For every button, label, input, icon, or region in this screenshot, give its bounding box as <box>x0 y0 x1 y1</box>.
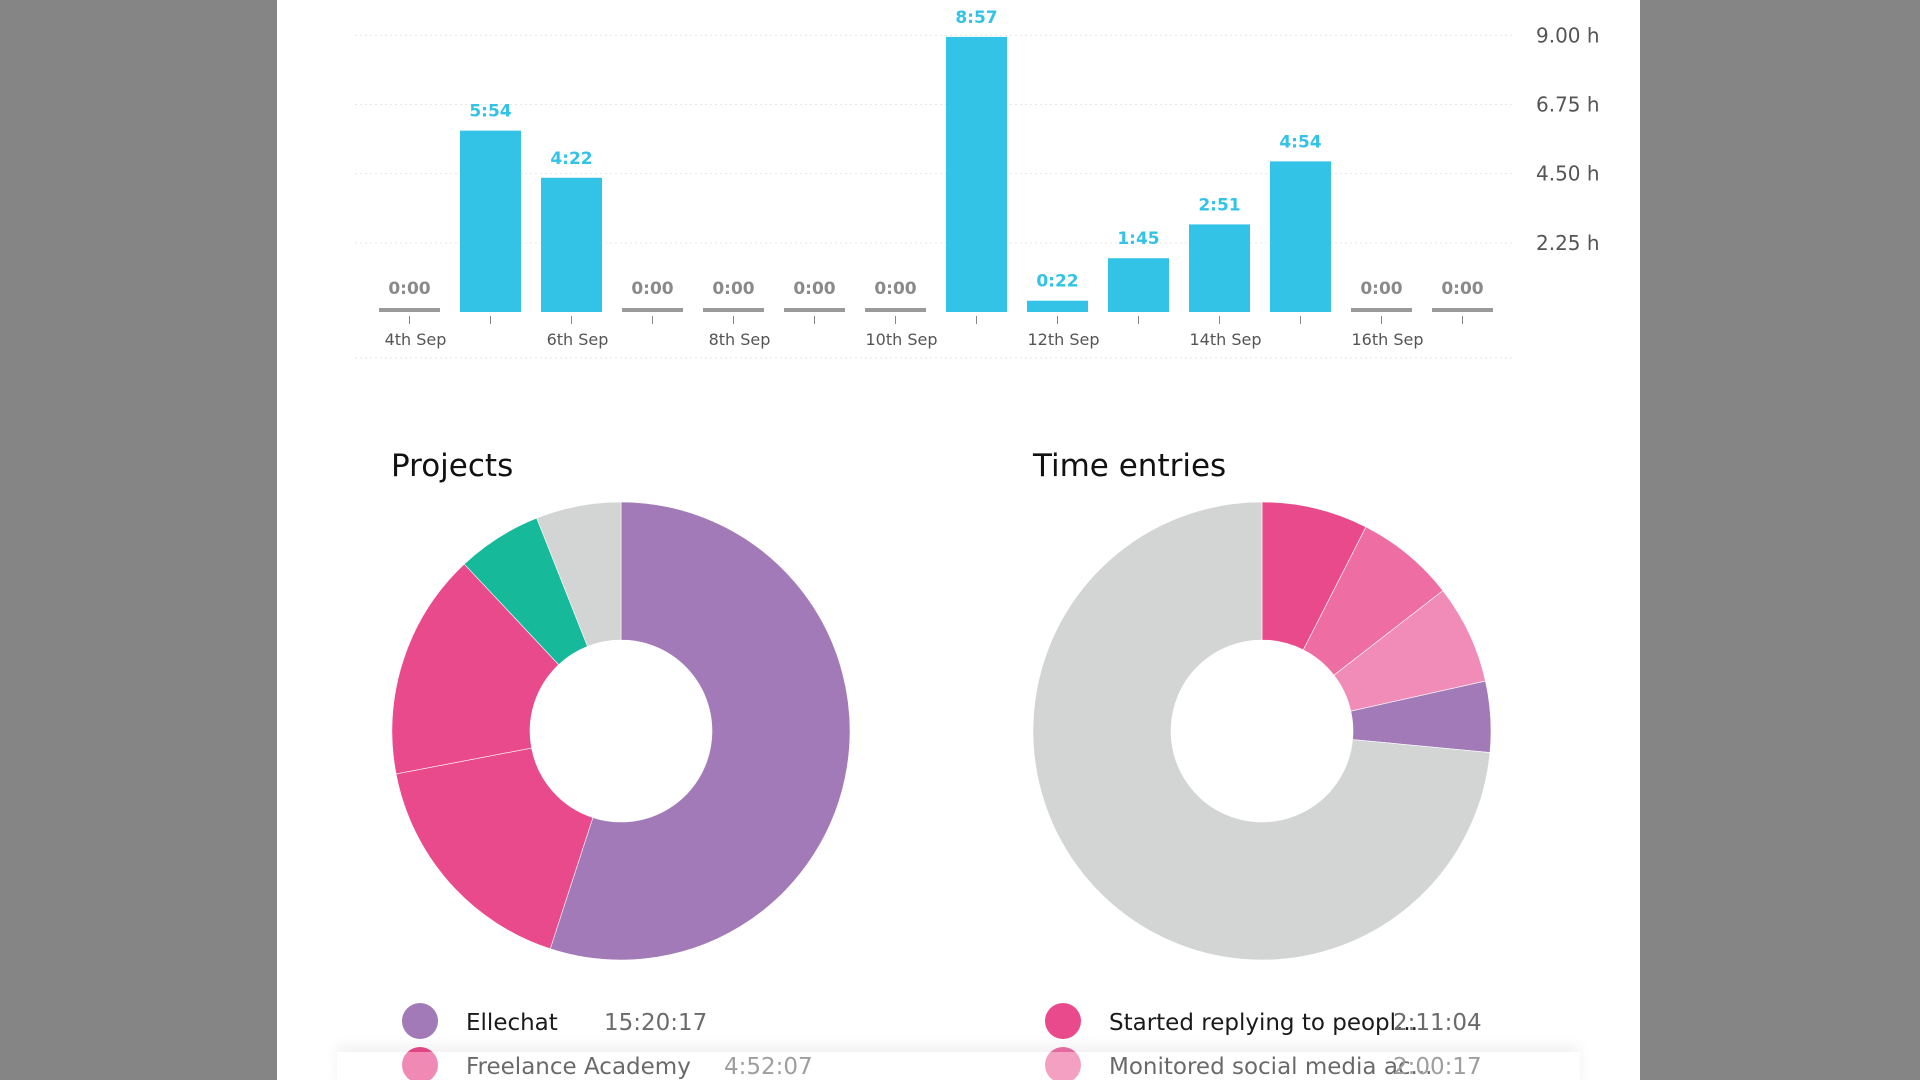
bar[interactable] <box>1432 308 1493 312</box>
bar-value-label: 0:22 <box>1036 272 1078 292</box>
x-tick-label: 16th Sep <box>1351 330 1423 349</box>
bar-value-label: 4:54 <box>1279 132 1321 152</box>
donut-slice[interactable] <box>1032 501 1491 961</box>
donut-slice[interactable] <box>536 501 622 647</box>
bar-value-label: 0:00 <box>874 279 916 299</box>
x-tick-label: 6th Sep <box>547 330 609 349</box>
bar-value-label: 8:57 <box>955 8 997 28</box>
legend-entry-name: Monitored social media ac... <box>1109 1054 1433 1080</box>
legend-color-dot <box>402 1047 438 1080</box>
bar[interactable] <box>1270 161 1331 312</box>
legend-duration: 4:52:07 <box>724 1054 813 1080</box>
report-page: 2.25 h 4.50 h 6.75 h 9.00 h 0:00 4th Sep 5:54 4… <box>277 0 1640 1080</box>
bar[interactable] <box>541 177 602 312</box>
bar[interactable] <box>622 308 683 312</box>
time-entries-donut-chart <box>1032 501 1492 961</box>
bar[interactable] <box>784 308 845 312</box>
bottom-scroll-fade <box>337 1052 1580 1080</box>
bar-value-label: 0:00 <box>388 279 430 299</box>
bar[interactable] <box>1189 224 1250 312</box>
x-tick-label: 4th Sep <box>385 330 447 349</box>
bar-value-label: 5:54 <box>469 102 511 122</box>
legend-color-dot <box>402 1003 438 1039</box>
bar-value-label: 2:51 <box>1198 195 1240 215</box>
y-tick-label: 4.50 h <box>1536 162 1600 186</box>
x-tick-label: 8th Sep <box>709 330 771 349</box>
y-tick-label: 9.00 h <box>1536 23 1600 47</box>
x-tick-label: 14th Sep <box>1189 330 1261 349</box>
projects-title: Projects <box>391 448 514 484</box>
bar-value-label: 1:45 <box>1117 229 1159 249</box>
x-tick-label: 10th Sep <box>865 330 937 349</box>
bar[interactable] <box>460 130 521 312</box>
legend-color-dot <box>1045 1003 1081 1039</box>
x-tick-label: 12th Sep <box>1027 330 1099 349</box>
donut-slice[interactable] <box>549 501 851 961</box>
donut-slice[interactable] <box>395 747 594 950</box>
bar[interactable] <box>379 308 440 312</box>
bar-value-label: 0:00 <box>1360 279 1402 299</box>
legend-duration: 15:20:17 <box>604 1010 708 1036</box>
bar-value-label: 0:00 <box>712 279 754 299</box>
bar[interactable] <box>946 36 1007 312</box>
bar[interactable] <box>1351 308 1412 312</box>
bar-value-label: 0:00 <box>631 279 673 299</box>
y-tick-label: 2.25 h <box>1536 231 1600 255</box>
legend-color-dot <box>1045 1047 1081 1080</box>
legend-entry-name: Started replying to peopl... <box>1109 1010 1418 1036</box>
legend-duration: 2:11:04 <box>1393 1010 1482 1036</box>
bar-value-label: 0:00 <box>793 279 835 299</box>
donut-slice[interactable] <box>391 563 560 775</box>
legend-project-name: Ellechat <box>466 1010 558 1036</box>
bar[interactable] <box>1027 300 1088 312</box>
bar[interactable] <box>865 308 926 312</box>
bar-value-label: 4:22 <box>550 149 592 169</box>
legend-duration: 2:00:17 <box>1393 1054 1482 1080</box>
bar[interactable] <box>1108 258 1169 312</box>
legend-project-name: Freelance Academy <box>466 1054 691 1080</box>
daily-hours-bar-chart: 2.25 h 4.50 h 6.75 h 9.00 h 0:00 4th Sep 5:54 4… <box>355 8 1600 359</box>
bar[interactable] <box>703 308 764 312</box>
time-entries-title: Time entries <box>1033 448 1227 484</box>
bar-value-label: 0:00 <box>1441 279 1483 299</box>
projects-donut-chart <box>391 501 851 961</box>
y-tick-label: 6.75 h <box>1536 93 1600 117</box>
